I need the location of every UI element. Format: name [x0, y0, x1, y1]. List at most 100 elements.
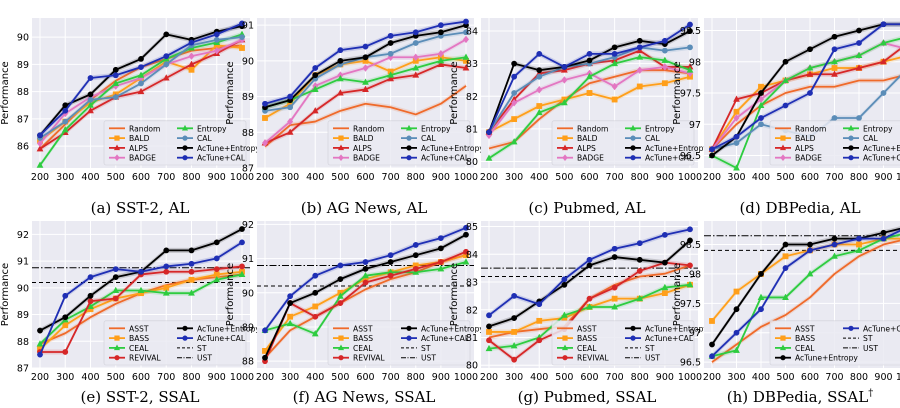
- data-point: [37, 132, 43, 139]
- x-tick-label: 600: [580, 172, 598, 183]
- legend-label: ST: [197, 344, 207, 353]
- data-point: [387, 272, 394, 279]
- y-tick-label: 97: [689, 120, 701, 131]
- legend-label: BASS: [353, 334, 373, 343]
- chart-panel-5: 87 88 89 90 91 92 200 300 400 500 600 700 800 900 1000…: [0, 221, 260, 406]
- x-tick-label: 500: [331, 372, 349, 383]
- legend-marker: [406, 145, 412, 151]
- data-point: [463, 248, 469, 255]
- data-point: [486, 337, 492, 344]
- data-point: [87, 101, 94, 108]
- legend-marker: [182, 135, 188, 141]
- series-asst: [711, 238, 900, 365]
- data-point: [412, 252, 419, 259]
- legend-marker: [181, 124, 189, 131]
- data-point: [511, 73, 518, 80]
- data-point: [213, 31, 220, 38]
- data-point: [855, 64, 863, 71]
- legend-label: REVIVAL: [577, 354, 609, 363]
- legend-label: AcTune+Entropy: [863, 144, 900, 153]
- data-point: [636, 66, 643, 74]
- y-tick-label: 92: [17, 230, 29, 241]
- legend-item-asst: ASST: [109, 324, 149, 333]
- series-revival: [262, 248, 469, 365]
- panel-caption: (f) AG News, SSAL: [293, 388, 436, 406]
- legend-marker: [629, 124, 637, 131]
- data-point: [586, 72, 593, 80]
- data-point: [61, 126, 69, 133]
- x-tick-label: 500: [776, 372, 794, 383]
- x-tick-label: 400: [752, 172, 770, 183]
- data-point: [188, 60, 195, 67]
- data-point: [880, 229, 887, 236]
- data-point: [87, 274, 94, 281]
- data-point: [138, 80, 144, 87]
- data-point: [733, 288, 740, 295]
- y-tick-label: 96.5: [680, 358, 701, 369]
- data-point: [239, 45, 245, 51]
- legend-label: ALPS: [795, 144, 814, 153]
- x-tick-label: 300: [505, 172, 523, 183]
- data-point: [87, 91, 94, 98]
- legend-item-actune-cal: AcTune+CAL: [177, 334, 246, 343]
- data-point: [412, 53, 419, 62]
- data-point: [312, 272, 319, 279]
- data-point: [437, 22, 444, 29]
- data-point: [611, 59, 618, 67]
- data-point: [661, 283, 669, 291]
- legend-label: BASS: [129, 334, 149, 343]
- data-point: [757, 101, 765, 109]
- data-point: [287, 93, 294, 100]
- legend-marker: [337, 144, 345, 151]
- data-point: [856, 27, 862, 34]
- data-point: [337, 300, 344, 306]
- data-point: [511, 116, 518, 122]
- legend-label: BALD: [129, 134, 150, 143]
- data-point: [87, 292, 94, 299]
- x-tick-label: 900: [874, 172, 892, 183]
- data-point: [855, 246, 863, 253]
- data-point: [362, 271, 369, 279]
- data-point: [337, 276, 344, 283]
- legend-label: AcTune+CAL: [645, 334, 694, 343]
- x-tick-label: 200: [31, 172, 49, 183]
- data-point: [733, 140, 740, 146]
- data-point: [312, 313, 319, 320]
- data-point: [485, 344, 493, 352]
- series-line: [488, 69, 691, 150]
- x-tick-label: 900: [874, 372, 892, 383]
- data-point: [661, 80, 668, 87]
- panel-caption: (b) AG News, AL: [301, 199, 428, 217]
- data-point: [462, 64, 470, 71]
- legend-item-bald: BALD: [109, 134, 150, 143]
- legend-item-bass: BASS: [333, 334, 373, 343]
- data-point: [486, 312, 492, 319]
- y-tick-label: 98.5: [680, 26, 701, 37]
- legend-label: CAL: [421, 134, 436, 143]
- legend-label: AcTune+CAL: [863, 324, 900, 333]
- x-tick-label: 1000: [454, 372, 478, 383]
- data-point: [337, 262, 344, 269]
- data-point: [880, 39, 887, 46]
- data-point: [262, 354, 268, 361]
- data-point: [856, 241, 862, 248]
- panel-caption: (d) DBPedia, AL: [739, 199, 860, 217]
- series-line: [264, 85, 467, 148]
- legend-item-ust: UST: [843, 344, 878, 353]
- legend-marker: [848, 325, 854, 331]
- data-point: [733, 108, 740, 115]
- legend-item-ceal: CEAL: [333, 344, 373, 353]
- data-point: [213, 266, 220, 273]
- y-tick-label: 83: [466, 59, 478, 70]
- data-point: [586, 303, 593, 310]
- data-point: [709, 353, 715, 360]
- data-point: [312, 289, 319, 296]
- legend-marker: [848, 145, 854, 151]
- chart-panel-1: 86 87 88 89 90 200 300 400 500 600 700 800 900 1000 Pe…: [0, 18, 260, 217]
- data-point: [687, 28, 693, 34]
- data-point: [511, 292, 518, 299]
- data-point: [362, 85, 369, 92]
- data-point: [163, 268, 170, 275]
- data-point: [806, 70, 814, 77]
